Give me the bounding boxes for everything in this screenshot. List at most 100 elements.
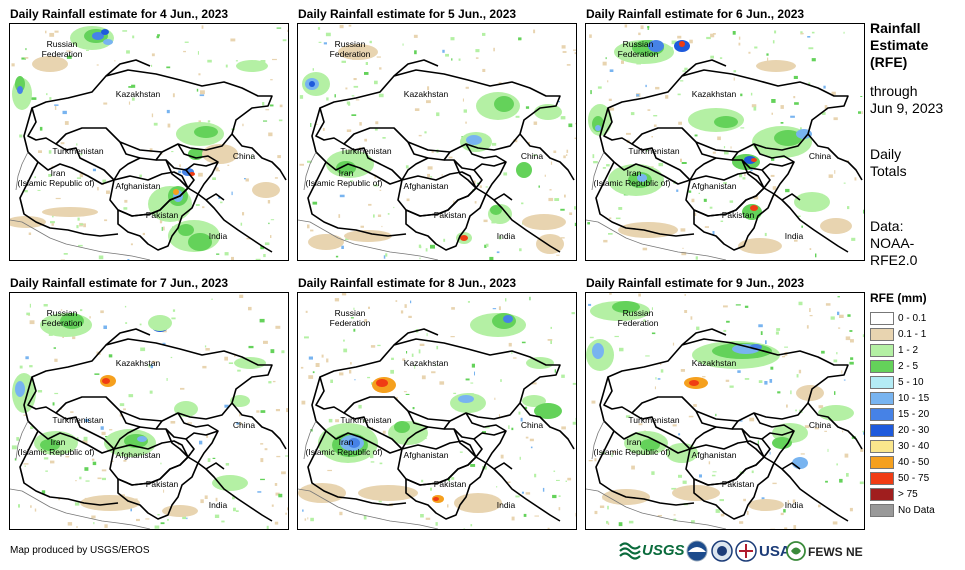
rain-cell — [345, 87, 348, 90]
rain-cell — [515, 495, 520, 498]
rain-cell — [375, 121, 379, 125]
rain-cell — [453, 200, 455, 204]
rain-cell — [463, 109, 467, 113]
rain-cell — [167, 123, 171, 128]
rain-cell — [78, 244, 83, 247]
rain-cell — [76, 526, 78, 528]
rain-cell — [240, 222, 243, 226]
rain-cell — [751, 104, 757, 108]
rain-cell — [575, 512, 576, 517]
border-line — [105, 59, 151, 77]
rain-cell — [482, 68, 486, 72]
rain-cell — [680, 369, 685, 372]
rain-cell — [395, 396, 398, 400]
rain-cell — [421, 375, 426, 380]
rain-cell — [521, 202, 524, 205]
rain-cell — [150, 364, 153, 369]
rain-cell — [560, 208, 565, 211]
rain-cell — [850, 357, 854, 360]
fews-net-logo: FEWS NET — [786, 541, 871, 561]
rain-cell — [414, 50, 417, 55]
rain-cell — [76, 225, 79, 229]
rain-cell — [251, 155, 253, 159]
rain-cell — [659, 362, 662, 365]
rain-cell — [767, 57, 769, 62]
rain-cell — [425, 248, 428, 252]
rain-cell — [312, 371, 315, 374]
rain-cell — [496, 251, 500, 254]
rain-cell — [477, 182, 480, 184]
legend-swatch — [870, 360, 894, 373]
rain-cell — [443, 238, 446, 242]
rain-cell — [800, 127, 802, 130]
rain-cell — [588, 460, 593, 462]
rain-cell — [157, 514, 160, 516]
rain-cell — [766, 53, 769, 56]
rain-cell — [198, 120, 201, 123]
border-line — [117, 187, 199, 251]
rain-cell — [742, 177, 746, 180]
rain-cell — [45, 30, 47, 34]
rain-cell — [795, 409, 797, 412]
rain-cell — [726, 320, 730, 323]
country-label-kazakhstan: Kazakhstan — [692, 89, 737, 99]
rain-cell — [183, 50, 186, 53]
rain-cell — [653, 115, 658, 117]
rain-cell — [814, 427, 819, 430]
rain-cell — [279, 104, 283, 108]
rain-cell — [55, 197, 61, 200]
rain-area — [92, 32, 104, 40]
rain-area — [308, 234, 344, 250]
panel-title-4: Daily Rainfall estimate for 7 Jun., 2023 — [10, 276, 229, 290]
panel-title-1: Daily Rainfall estimate for 4 Jun., 2023 — [10, 7, 229, 21]
rain-cell — [66, 50, 71, 52]
rain-cell — [29, 365, 33, 368]
legend-item: 2 - 5 — [870, 359, 965, 375]
rain-cell — [729, 200, 734, 203]
rain-cell — [48, 150, 52, 154]
rain-cell — [274, 177, 278, 179]
legend-swatch — [870, 344, 894, 357]
rain-cell — [248, 306, 252, 311]
border-line — [599, 376, 739, 454]
rain-cell — [815, 253, 817, 258]
rain-cell — [204, 345, 207, 348]
rain-cell — [207, 59, 212, 63]
legend-item: 10 - 15 — [870, 391, 965, 407]
rain-cell — [327, 469, 332, 472]
rain-cell — [689, 39, 693, 44]
rain-cell — [733, 70, 737, 73]
rain-area — [60, 313, 84, 329]
rain-cell — [166, 109, 170, 114]
rain-area — [394, 421, 410, 433]
border-line — [298, 488, 439, 529]
legend-swatch — [870, 472, 894, 485]
rain-cell — [793, 525, 797, 529]
rain-cell — [588, 303, 592, 306]
country-label-india: India — [497, 500, 516, 510]
rain-cell — [653, 124, 657, 127]
rain-cell — [743, 498, 746, 502]
rain-cell — [849, 330, 853, 332]
rain-cell — [414, 108, 420, 111]
country-label-iran: (Islamic Republic of) — [18, 447, 95, 457]
rain-cell — [753, 106, 757, 111]
border-line — [315, 69, 561, 153]
rain-cell — [769, 379, 773, 383]
rain-area — [344, 230, 392, 242]
rain-cell — [556, 479, 560, 481]
sidebar-title: Rainfall Estimate (RFE) — [870, 20, 928, 71]
border-line — [165, 428, 195, 458]
rain-cell — [740, 93, 743, 97]
rain-cell — [568, 123, 573, 128]
rain-cell — [387, 213, 390, 215]
rain-cell — [349, 369, 352, 374]
rain-cell — [801, 225, 803, 228]
rain-cell — [485, 186, 488, 188]
rain-cell — [124, 305, 127, 308]
sidebar-data-source: Data: NOAA- RFE2.0 — [870, 218, 917, 269]
rain-cell — [304, 518, 307, 521]
rain-cell — [339, 24, 344, 29]
rain-cell — [264, 242, 270, 246]
rain-cell — [367, 376, 371, 379]
